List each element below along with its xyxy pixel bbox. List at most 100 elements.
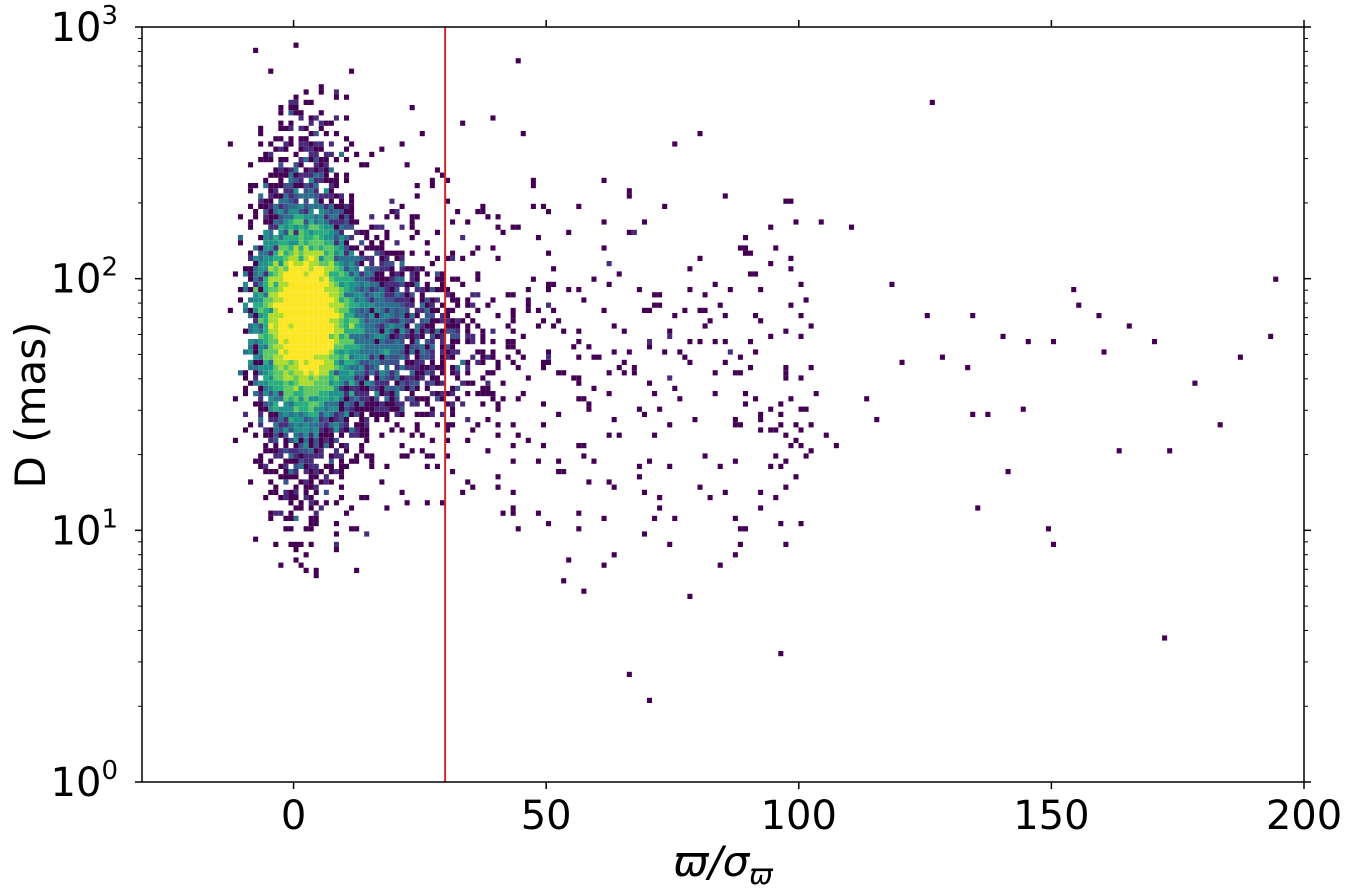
histogram-cell xyxy=(273,432,279,438)
histogram-cell xyxy=(248,271,254,277)
histogram-cell xyxy=(283,463,289,469)
histogram-cell xyxy=(344,287,350,293)
histogram-cell xyxy=(742,391,748,397)
histogram-cell xyxy=(485,448,491,454)
histogram-cell xyxy=(288,391,294,397)
histogram-cell xyxy=(263,307,269,313)
histogram-cell xyxy=(308,266,314,272)
histogram-cell xyxy=(455,276,461,282)
histogram-cell xyxy=(631,370,637,376)
histogram-cell xyxy=(510,443,516,449)
histogram-cell xyxy=(298,323,304,329)
histogram-cell xyxy=(288,313,294,319)
histogram-cell xyxy=(384,276,390,282)
histogram-cell xyxy=(318,292,324,298)
histogram-cell xyxy=(283,292,289,298)
histogram-cell xyxy=(278,359,284,365)
histogram-cell xyxy=(712,339,718,345)
histogram-cell xyxy=(263,370,269,376)
histogram-cell xyxy=(394,370,400,376)
histogram-cell xyxy=(379,250,385,256)
histogram-cell xyxy=(313,115,319,121)
histogram-cell xyxy=(414,339,420,345)
histogram-cell xyxy=(349,505,355,511)
histogram-cell xyxy=(283,380,289,386)
histogram-cell xyxy=(399,313,405,319)
histogram-cell xyxy=(313,131,319,137)
histogram-cell xyxy=(687,359,693,365)
histogram-cell xyxy=(278,266,284,272)
histogram-cell xyxy=(303,167,309,173)
histogram-cell xyxy=(419,287,425,293)
histogram-cell xyxy=(455,339,461,345)
histogram-cell xyxy=(783,541,789,547)
histogram-cell xyxy=(576,526,582,532)
histogram-cell xyxy=(333,292,339,298)
histogram-cell xyxy=(445,287,451,293)
histogram-cell xyxy=(450,391,456,397)
histogram-cell xyxy=(399,427,405,433)
histogram-cell xyxy=(288,500,294,506)
histogram-cell xyxy=(389,396,395,402)
histogram-cell xyxy=(283,125,289,131)
histogram-cell xyxy=(601,515,607,521)
histogram-cell xyxy=(768,427,774,433)
histogram-cell xyxy=(338,417,344,423)
histogram-cell xyxy=(328,375,334,381)
histogram-cell xyxy=(298,359,304,365)
histogram-cell xyxy=(268,333,274,339)
histogram-cell xyxy=(404,328,410,334)
histogram-cell xyxy=(409,328,415,334)
histogram-cell xyxy=(313,214,319,220)
histogram-cell xyxy=(288,328,294,334)
histogram-cell xyxy=(338,271,344,277)
histogram-cell xyxy=(551,266,557,272)
histogram-cell xyxy=(359,385,365,391)
histogram-cell xyxy=(328,209,334,215)
histogram-cell xyxy=(293,287,299,293)
histogram-cell xyxy=(323,167,329,173)
histogram-cell xyxy=(268,292,274,298)
histogram-cell xyxy=(434,271,440,277)
histogram-cell xyxy=(308,453,314,459)
histogram-cell xyxy=(712,391,718,397)
histogram-cell xyxy=(258,401,264,407)
histogram-cell xyxy=(278,235,284,241)
histogram-cell xyxy=(344,411,350,417)
histogram-cell xyxy=(243,349,249,355)
histogram-cell xyxy=(364,453,370,459)
histogram-cell xyxy=(384,396,390,402)
histogram-cell xyxy=(465,219,471,225)
histogram-cell xyxy=(303,552,309,558)
histogram-cell xyxy=(268,328,274,334)
histogram-cell xyxy=(374,328,380,334)
histogram-cell xyxy=(268,515,274,521)
x-tick-label: 200 xyxy=(1266,793,1342,839)
histogram-cell xyxy=(384,411,390,417)
histogram-cell xyxy=(268,448,274,454)
histogram-cell xyxy=(384,406,390,412)
histogram-cell xyxy=(298,313,304,319)
histogram-cell xyxy=(288,417,294,423)
histogram-cell xyxy=(455,375,461,381)
histogram-cell xyxy=(364,396,370,402)
histogram-cell xyxy=(369,385,375,391)
histogram-cell xyxy=(248,323,254,329)
histogram-cell xyxy=(283,469,289,475)
histogram-cell xyxy=(328,214,334,220)
histogram-cell xyxy=(359,328,365,334)
histogram-cell xyxy=(333,193,339,199)
histogram-cell xyxy=(323,307,329,313)
histogram-cell xyxy=(303,297,309,303)
histogram-cell xyxy=(732,422,738,428)
histogram-cell xyxy=(293,422,299,428)
histogram-cell xyxy=(404,349,410,355)
histogram-cell xyxy=(323,339,329,345)
histogram-cell xyxy=(783,458,789,464)
histogram-cell xyxy=(409,313,415,319)
histogram-cell xyxy=(263,214,269,220)
histogram-cell xyxy=(328,354,334,360)
histogram-cell xyxy=(283,448,289,454)
histogram-cell xyxy=(328,307,334,313)
histogram-cell xyxy=(288,255,294,261)
